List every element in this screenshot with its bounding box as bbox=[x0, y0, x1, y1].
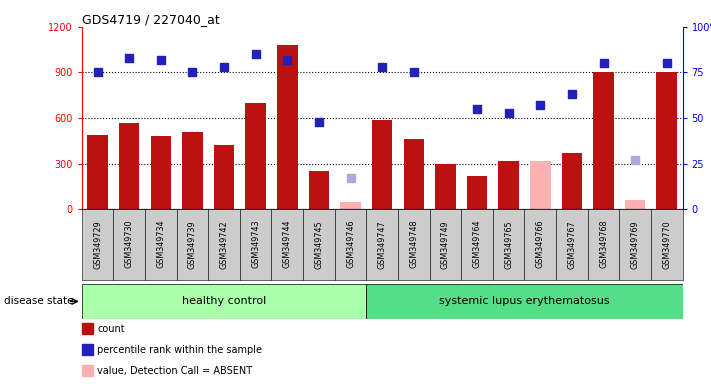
Text: GSM349764: GSM349764 bbox=[473, 220, 481, 268]
Text: GSM349745: GSM349745 bbox=[314, 220, 324, 268]
Text: GSM349747: GSM349747 bbox=[378, 220, 387, 268]
Bar bbox=[240, 209, 272, 280]
Bar bbox=[272, 209, 303, 280]
Point bbox=[661, 60, 673, 66]
Text: count: count bbox=[97, 324, 125, 334]
Text: healthy control: healthy control bbox=[182, 296, 266, 306]
Point bbox=[535, 102, 546, 108]
Text: GSM349730: GSM349730 bbox=[124, 220, 134, 268]
Text: GSM349766: GSM349766 bbox=[536, 220, 545, 268]
Bar bbox=[151, 136, 171, 209]
Text: GSM349765: GSM349765 bbox=[504, 220, 513, 268]
Text: GSM349768: GSM349768 bbox=[599, 220, 608, 268]
Point bbox=[124, 55, 135, 61]
Bar bbox=[651, 209, 683, 280]
Bar bbox=[245, 103, 266, 209]
Point bbox=[155, 56, 166, 63]
Text: GSM349739: GSM349739 bbox=[188, 220, 197, 268]
Text: GSM349749: GSM349749 bbox=[441, 220, 450, 268]
Bar bbox=[372, 119, 392, 209]
Bar bbox=[619, 209, 651, 280]
Text: disease state: disease state bbox=[4, 296, 73, 306]
Bar bbox=[82, 284, 366, 319]
Text: percentile rank within the sample: percentile rank within the sample bbox=[97, 345, 262, 355]
Text: value, Detection Call = ABSENT: value, Detection Call = ABSENT bbox=[97, 366, 252, 376]
Point bbox=[250, 51, 262, 57]
Bar bbox=[656, 73, 677, 209]
Bar bbox=[498, 161, 519, 209]
Bar bbox=[87, 135, 108, 209]
Text: GSM349743: GSM349743 bbox=[251, 220, 260, 268]
Text: GSM349742: GSM349742 bbox=[220, 220, 228, 268]
Text: GSM349767: GSM349767 bbox=[567, 220, 577, 268]
Point bbox=[503, 109, 514, 116]
Bar bbox=[562, 153, 582, 209]
Text: GDS4719 / 227040_at: GDS4719 / 227040_at bbox=[82, 13, 220, 26]
Bar bbox=[119, 122, 139, 209]
Bar bbox=[398, 209, 429, 280]
Bar bbox=[466, 176, 487, 209]
Bar bbox=[335, 209, 366, 280]
Bar bbox=[493, 209, 525, 280]
Bar bbox=[113, 209, 145, 280]
Bar bbox=[588, 209, 619, 280]
Bar bbox=[404, 139, 424, 209]
Bar bbox=[530, 161, 550, 209]
Bar bbox=[593, 73, 614, 209]
Point bbox=[471, 106, 483, 112]
Bar bbox=[556, 209, 588, 280]
Text: GSM349744: GSM349744 bbox=[283, 220, 292, 268]
Bar bbox=[214, 146, 235, 209]
Point bbox=[408, 70, 419, 76]
Bar bbox=[277, 45, 298, 209]
Bar bbox=[82, 209, 113, 280]
Bar bbox=[303, 209, 335, 280]
Bar bbox=[182, 132, 203, 209]
Text: GSM349770: GSM349770 bbox=[662, 220, 671, 268]
Text: GSM349769: GSM349769 bbox=[631, 220, 640, 268]
Point bbox=[377, 64, 388, 70]
Bar bbox=[525, 209, 556, 280]
Bar bbox=[366, 284, 683, 319]
Point bbox=[345, 175, 356, 181]
Bar bbox=[208, 209, 240, 280]
Bar bbox=[176, 209, 208, 280]
Text: GSM349729: GSM349729 bbox=[93, 220, 102, 269]
Text: GSM349748: GSM349748 bbox=[410, 220, 418, 268]
Bar bbox=[429, 209, 461, 280]
Point bbox=[598, 60, 609, 66]
Bar bbox=[625, 200, 646, 209]
Text: GSM349746: GSM349746 bbox=[346, 220, 355, 268]
Bar bbox=[366, 209, 398, 280]
Bar bbox=[435, 164, 456, 209]
Point bbox=[282, 56, 293, 63]
Point bbox=[187, 70, 198, 76]
Bar bbox=[341, 202, 360, 209]
Text: systemic lupus erythematosus: systemic lupus erythematosus bbox=[439, 296, 610, 306]
Text: GSM349734: GSM349734 bbox=[156, 220, 166, 268]
Bar bbox=[461, 209, 493, 280]
Bar bbox=[145, 209, 176, 280]
Bar bbox=[309, 171, 329, 209]
Point bbox=[629, 157, 641, 163]
Point bbox=[218, 64, 230, 70]
Point bbox=[314, 119, 325, 125]
Point bbox=[566, 91, 577, 98]
Point bbox=[92, 70, 103, 76]
